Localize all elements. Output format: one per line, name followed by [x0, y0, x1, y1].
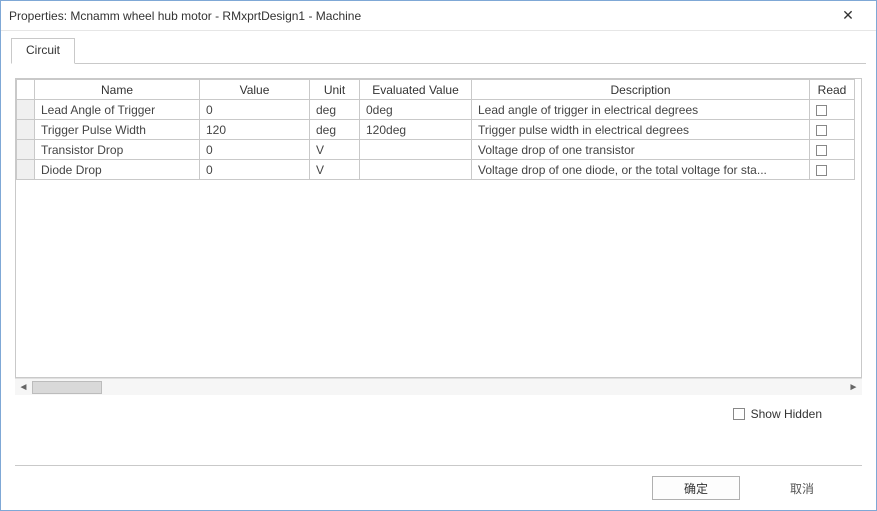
cell-read[interactable]	[810, 120, 855, 140]
scroll-thumb[interactable]	[32, 381, 102, 394]
header-read[interactable]: Read	[810, 80, 855, 100]
table-row[interactable]: Trigger Pulse Width 120 deg 120deg Trigg…	[17, 120, 855, 140]
grid-horizontal-scrollbar[interactable]: ◄ ►	[15, 378, 862, 395]
read-checkbox[interactable]	[816, 125, 827, 136]
cell-read[interactable]	[810, 140, 855, 160]
titlebar: Properties: Mcnamm wheel hub motor - RMx…	[1, 1, 876, 31]
scroll-left-arrow-icon[interactable]: ◄	[15, 380, 32, 395]
row-handle[interactable]	[17, 120, 35, 140]
cell-description: Lead angle of trigger in electrical degr…	[472, 100, 810, 120]
header-description[interactable]: Description	[472, 80, 810, 100]
tab-circuit[interactable]: Circuit	[11, 38, 75, 64]
options-row: Show Hidden	[15, 395, 862, 427]
cell-description: Trigger pulse width in electrical degree…	[472, 120, 810, 140]
cell-value[interactable]: 0	[200, 100, 310, 120]
cell-unit[interactable]: deg	[310, 100, 360, 120]
property-grid[interactable]: Name Value Unit Evaluated Value Descript…	[15, 78, 862, 378]
table-row[interactable]: Transistor Drop 0 V Voltage drop of one …	[17, 140, 855, 160]
table-row[interactable]: Lead Angle of Trigger 0 deg 0deg Lead an…	[17, 100, 855, 120]
ok-button[interactable]: 确定	[652, 476, 740, 500]
header-handle	[17, 80, 35, 100]
cancel-button[interactable]: 取消	[758, 476, 846, 500]
content-area: Name Value Unit Evaluated Value Descript…	[1, 64, 876, 459]
cell-name[interactable]: Diode Drop	[35, 160, 200, 180]
grid-header-row: Name Value Unit Evaluated Value Descript…	[17, 80, 855, 100]
row-handle[interactable]	[17, 160, 35, 180]
cell-name[interactable]: Lead Angle of Trigger	[35, 100, 200, 120]
header-name[interactable]: Name	[35, 80, 200, 100]
show-hidden-checkbox[interactable]: Show Hidden	[733, 407, 822, 421]
header-evaluated[interactable]: Evaluated Value	[360, 80, 472, 100]
read-checkbox[interactable]	[816, 105, 827, 116]
header-unit[interactable]: Unit	[310, 80, 360, 100]
show-hidden-label: Show Hidden	[751, 407, 822, 421]
tab-strip: Circuit	[1, 31, 876, 64]
cell-description: Voltage drop of one transistor	[472, 140, 810, 160]
dialog-button-bar: 确定 取消	[1, 466, 876, 510]
cell-name[interactable]: Trigger Pulse Width	[35, 120, 200, 140]
properties-dialog: Properties: Mcnamm wheel hub motor - RMx…	[0, 0, 877, 511]
cell-unit[interactable]: V	[310, 160, 360, 180]
cell-evaluated	[360, 160, 472, 180]
cell-read[interactable]	[810, 100, 855, 120]
header-value[interactable]: Value	[200, 80, 310, 100]
cell-value[interactable]: 120	[200, 120, 310, 140]
cell-read[interactable]	[810, 160, 855, 180]
table-row[interactable]: Diode Drop 0 V Voltage drop of one diode…	[17, 160, 855, 180]
cell-evaluated: 0deg	[360, 100, 472, 120]
cell-evaluated: 120deg	[360, 120, 472, 140]
read-checkbox[interactable]	[816, 165, 827, 176]
scroll-track[interactable]	[32, 380, 845, 395]
window-title: Properties: Mcnamm wheel hub motor - RMx…	[9, 9, 828, 23]
cell-value[interactable]: 0	[200, 140, 310, 160]
read-checkbox[interactable]	[816, 145, 827, 156]
cell-unit[interactable]: V	[310, 140, 360, 160]
scroll-right-arrow-icon[interactable]: ►	[845, 380, 862, 395]
close-icon[interactable]: ✕	[828, 2, 868, 30]
cell-unit[interactable]: deg	[310, 120, 360, 140]
cell-value[interactable]: 0	[200, 160, 310, 180]
cell-evaluated	[360, 140, 472, 160]
row-handle[interactable]	[17, 140, 35, 160]
cell-name[interactable]: Transistor Drop	[35, 140, 200, 160]
row-handle[interactable]	[17, 100, 35, 120]
cell-description: Voltage drop of one diode, or the total …	[472, 160, 810, 180]
checkbox-icon[interactable]	[733, 408, 745, 420]
